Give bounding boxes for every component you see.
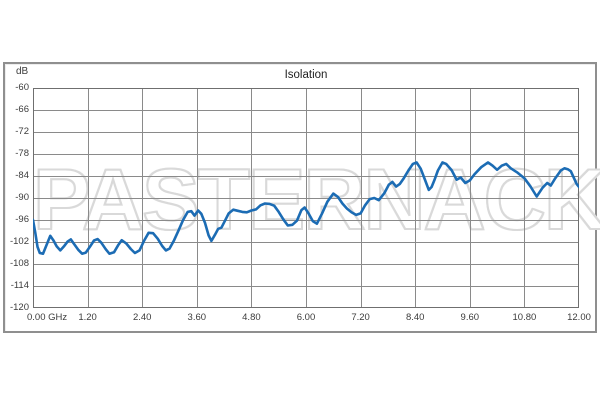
x-tick-label: 8.40 xyxy=(405,312,425,323)
x-tick-label: 4.80 xyxy=(242,312,261,323)
chart-title: Isolation xyxy=(284,69,328,81)
y-tick-label: -120 xyxy=(9,302,29,313)
watermark: PASTERNACK xyxy=(32,151,600,249)
x-tick-label: 6.00 xyxy=(296,312,316,323)
y-tick-label: -102 xyxy=(9,236,29,247)
y-tick-label: -114 xyxy=(10,280,29,291)
x-tick-label: 9.60 xyxy=(460,312,480,323)
y-axis-unit-label: dB xyxy=(16,66,29,77)
x-tick-label: 2.40 xyxy=(132,312,152,323)
y-tick-label: -78 xyxy=(15,148,29,159)
y-tick-label: -84 xyxy=(15,170,29,181)
y-tick-label: -72 xyxy=(15,126,29,137)
plot-area xyxy=(33,88,579,308)
y-tick-label: -96 xyxy=(15,214,29,225)
x-tick-label: 0.00 GHz xyxy=(27,312,68,323)
x-tick-label: 1.20 xyxy=(78,312,97,323)
isolation-curve xyxy=(33,161,579,255)
x-tick-label: 3.60 xyxy=(187,312,207,323)
y-tick-label: -90 xyxy=(15,192,29,203)
y-tick-label: -60 xyxy=(15,82,29,93)
x-tick-label: 7.20 xyxy=(351,312,370,323)
y-tick-label: -66 xyxy=(15,104,29,115)
y-tick-label: -108 xyxy=(9,258,29,269)
x-tick-label: 12.00 xyxy=(567,312,591,323)
plot-border xyxy=(33,88,579,308)
x-tick-label: 10.80 xyxy=(512,312,537,323)
chart-frame xyxy=(3,62,597,333)
gridlines xyxy=(33,88,579,308)
